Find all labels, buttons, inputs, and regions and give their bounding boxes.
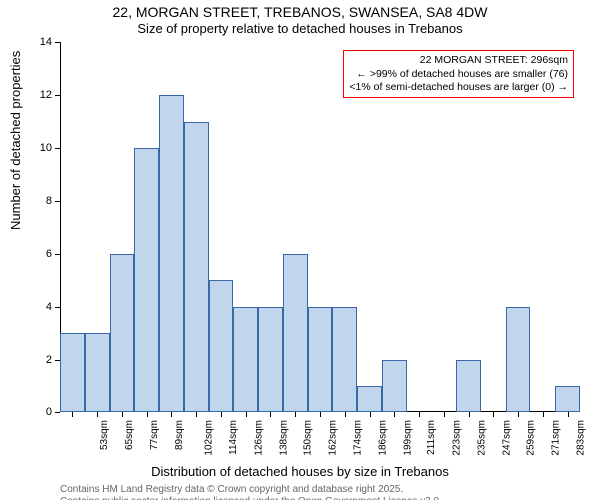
x-tick-label: 211sqm: [426, 420, 437, 455]
x-tick-mark: [394, 412, 395, 417]
y-tick-label: 14: [40, 36, 52, 48]
chart-bar: [159, 95, 184, 412]
x-tick-mark: [196, 412, 197, 417]
y-tick-mark: [55, 307, 60, 308]
x-tick-label: 77sqm: [149, 420, 160, 450]
y-tick-label: 4: [46, 301, 52, 313]
annotation-line2: ← >99% of detached houses are smaller (7…: [349, 68, 568, 81]
x-tick-label: 114sqm: [228, 420, 239, 455]
y-tick-mark: [55, 201, 60, 202]
x-tick-mark: [543, 412, 544, 417]
chart-title-line1: 22, MORGAN STREET, TREBANOS, SWANSEA, SA…: [0, 0, 600, 21]
x-tick-mark: [419, 412, 420, 417]
x-tick-mark: [295, 412, 296, 417]
y-tick-mark: [55, 42, 60, 43]
x-tick-mark: [320, 412, 321, 417]
chart-bar: [258, 307, 283, 413]
x-tick-label: 102sqm: [204, 420, 215, 456]
chart-bar: [85, 333, 110, 412]
x-tick-label: 223sqm: [452, 420, 463, 456]
chart-bar: [60, 333, 85, 412]
x-tick-label: 235sqm: [476, 420, 487, 456]
footer-line2: Contains public sector information licen…: [60, 496, 442, 500]
y-tick-mark: [55, 148, 60, 149]
chart-bar: [233, 307, 258, 413]
x-tick-mark: [72, 412, 73, 417]
chart-bar: [134, 148, 159, 412]
y-tick-mark: [55, 360, 60, 361]
x-tick-mark: [97, 412, 98, 417]
x-tick-label: 283sqm: [575, 420, 586, 456]
chart-footer: Contains HM Land Registry data © Crown c…: [60, 484, 442, 500]
x-tick-mark: [493, 412, 494, 417]
x-tick-mark: [270, 412, 271, 417]
x-tick-label: 89sqm: [174, 420, 185, 450]
x-tick-mark: [345, 412, 346, 417]
chart-bar: [110, 254, 135, 413]
x-tick-mark: [122, 412, 123, 417]
y-axis-label: Number of detached properties: [8, 51, 23, 230]
y-tick-label: 8: [46, 195, 52, 207]
x-tick-mark: [147, 412, 148, 417]
x-tick-mark: [221, 412, 222, 417]
x-tick-label: 162sqm: [328, 420, 339, 456]
footer-line1: Contains HM Land Registry data © Crown c…: [60, 484, 442, 496]
chart-container: 22, MORGAN STREET, TREBANOS, SWANSEA, SA…: [0, 0, 600, 500]
x-tick-label: 150sqm: [303, 420, 314, 456]
y-tick-label: 0: [46, 406, 52, 418]
x-tick-label: 259sqm: [526, 420, 537, 456]
x-tick-label: 199sqm: [402, 420, 413, 456]
annotation-line3: <1% of semi-detached houses are larger (…: [349, 81, 568, 94]
x-tick-label: 53sqm: [99, 420, 110, 450]
chart-bar: [555, 386, 580, 412]
y-tick-label: 12: [40, 89, 52, 101]
y-tick-label: 2: [46, 354, 52, 366]
plot-area: 22 MORGAN STREET: 296sqm ← >99% of detac…: [60, 42, 580, 412]
x-tick-label: 138sqm: [278, 420, 289, 456]
y-tick-mark: [55, 412, 60, 413]
x-tick-label: 174sqm: [353, 420, 364, 456]
annotation-line1: 22 MORGAN STREET: 296sqm: [349, 54, 568, 67]
chart-bar: [357, 386, 382, 412]
x-tick-label: 186sqm: [377, 420, 388, 456]
x-tick-mark: [444, 412, 445, 417]
chart-bar: [456, 360, 481, 413]
x-tick-mark: [246, 412, 247, 417]
y-tick-label: 10: [40, 142, 52, 154]
chart-bar: [283, 254, 308, 413]
y-tick-mark: [55, 95, 60, 96]
chart-bar: [506, 307, 531, 413]
x-tick-label: 271sqm: [551, 420, 562, 456]
x-tick-mark: [370, 412, 371, 417]
x-tick-label: 65sqm: [124, 420, 135, 450]
chart-title-line2: Size of property relative to detached ho…: [0, 21, 600, 37]
x-axis-label: Distribution of detached houses by size …: [0, 464, 600, 479]
chart-bar: [382, 360, 407, 413]
x-tick-label: 126sqm: [254, 420, 265, 456]
chart-bar: [209, 280, 234, 412]
annotation-box: 22 MORGAN STREET: 296sqm ← >99% of detac…: [343, 50, 574, 97]
chart-bar: [184, 122, 209, 413]
chart-bar: [332, 307, 357, 413]
x-tick-mark: [171, 412, 172, 417]
x-tick-mark: [469, 412, 470, 417]
y-tick-mark: [55, 254, 60, 255]
chart-bar: [308, 307, 333, 413]
y-tick-label: 6: [46, 248, 52, 260]
x-tick-label: 247sqm: [501, 420, 512, 456]
x-tick-mark: [518, 412, 519, 417]
x-tick-mark: [568, 412, 569, 417]
